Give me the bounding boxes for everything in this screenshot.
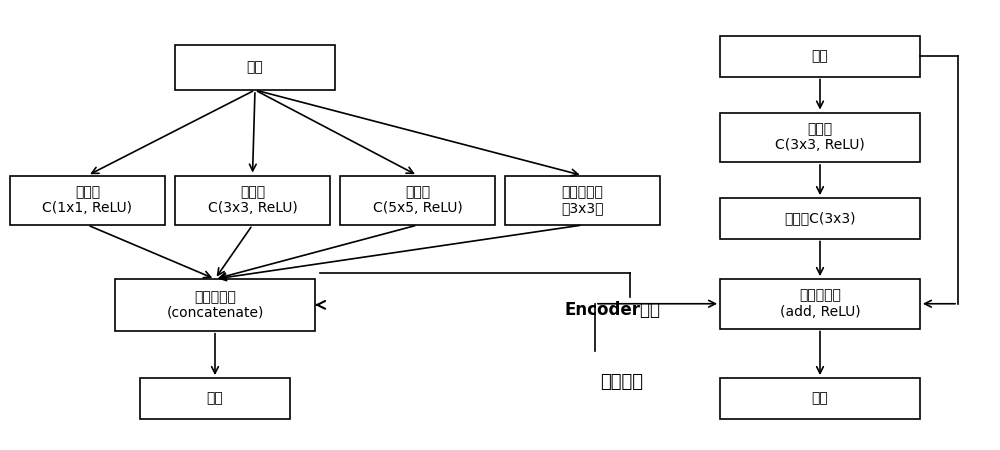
Text: 卷积层
C(1x1, ReLU): 卷积层 C(1x1, ReLU) <box>42 185 132 216</box>
Text: 输出: 输出 <box>207 391 223 405</box>
Text: Encoder模块: Encoder模块 <box>565 302 661 319</box>
FancyBboxPatch shape <box>175 45 335 90</box>
FancyBboxPatch shape <box>720 279 920 328</box>
Text: 最大池化层
（3x3）: 最大池化层 （3x3） <box>561 185 604 216</box>
Text: 输出: 输出 <box>812 391 828 405</box>
Text: 输入: 输入 <box>812 49 828 63</box>
FancyBboxPatch shape <box>720 378 920 419</box>
FancyBboxPatch shape <box>720 36 920 76</box>
FancyBboxPatch shape <box>720 198 920 238</box>
Text: 卷积层C(3x3): 卷积层C(3x3) <box>784 211 856 225</box>
FancyBboxPatch shape <box>505 176 660 225</box>
Text: 卷积层
C(3x3, ReLU): 卷积层 C(3x3, ReLU) <box>208 185 297 216</box>
FancyBboxPatch shape <box>115 279 315 331</box>
Text: 特征融合层
(concatenate): 特征融合层 (concatenate) <box>166 290 264 320</box>
Text: 特征融合层
(add, ReLU): 特征融合层 (add, ReLU) <box>780 288 860 319</box>
Text: 卷积层
C(3x3, ReLU): 卷积层 C(3x3, ReLU) <box>775 122 865 153</box>
Text: 输入: 输入 <box>247 60 263 75</box>
FancyBboxPatch shape <box>140 378 290 419</box>
Text: 残差模块: 残差模块 <box>600 374 643 392</box>
FancyBboxPatch shape <box>340 176 495 225</box>
FancyBboxPatch shape <box>720 112 920 162</box>
FancyBboxPatch shape <box>10 176 165 225</box>
FancyBboxPatch shape <box>175 176 330 225</box>
Text: 卷积层
C(5x5, ReLU): 卷积层 C(5x5, ReLU) <box>373 185 462 216</box>
